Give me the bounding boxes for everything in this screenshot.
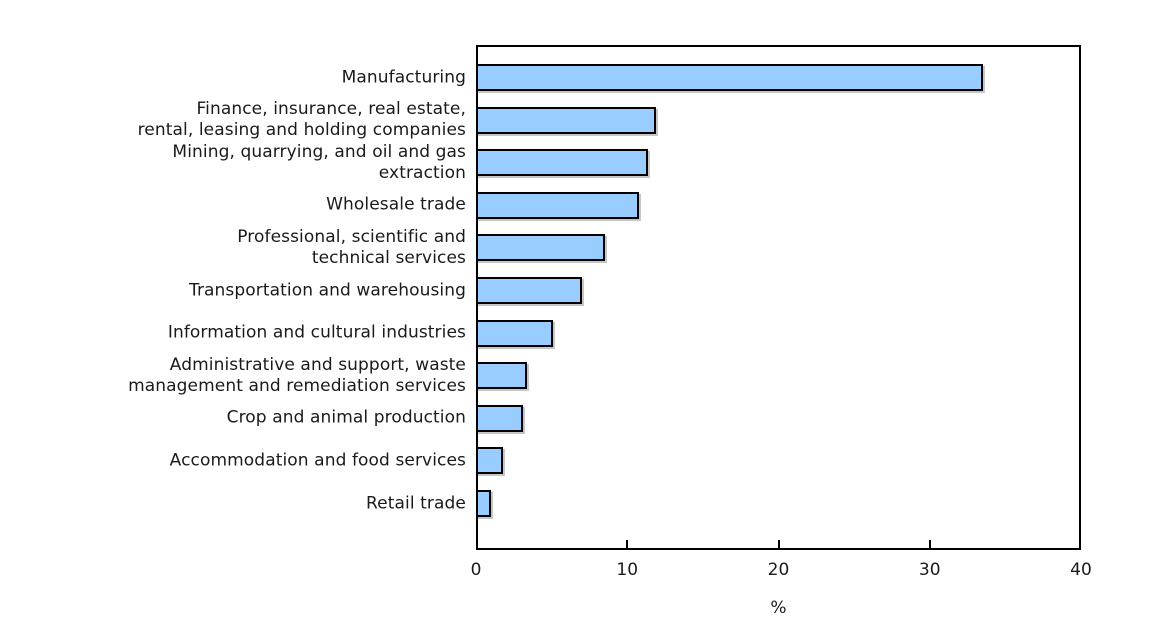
category-label: Finance, insurance, real estate, rental,…: [137, 99, 466, 141]
bar: [476, 404, 523, 432]
bar: [476, 362, 528, 390]
category-label: Transportation and warehousing: [188, 280, 466, 300]
x-axis-label: %: [770, 598, 787, 618]
category-label: Retail trade: [366, 493, 466, 513]
bar: [476, 234, 605, 262]
bar: [476, 447, 504, 475]
bar: [476, 191, 640, 219]
x-axis-tick-label: 0: [470, 560, 482, 580]
x-axis-tick: [777, 540, 780, 548]
x-axis-tick-label: 40: [1070, 560, 1092, 580]
x-axis-tick-label: 30: [918, 560, 941, 580]
bar: [476, 319, 554, 347]
category-label: Professional, scientific and technical s…: [237, 226, 466, 268]
x-axis-tick: [626, 540, 629, 548]
x-axis-tick-label: 10: [616, 560, 639, 580]
x-axis-tick: [928, 540, 931, 548]
bar: [476, 106, 656, 134]
category-label: Crop and animal production: [226, 407, 466, 428]
category-label: Information and cultural industries: [167, 322, 466, 343]
category-label: Accommodation and food services: [169, 450, 466, 471]
category-label: Wholesale trade: [326, 194, 466, 215]
bar: [476, 490, 492, 517]
bar: [476, 277, 582, 304]
x-axis-tick-label: 20: [767, 560, 790, 580]
bar: [476, 149, 649, 177]
category-label: Mining, quarrying, and oil and gas extra…: [172, 141, 466, 183]
category-label: Manufacturing: [341, 67, 466, 87]
category-label: Administrative and support, waste manage…: [128, 354, 466, 396]
bar: [476, 64, 983, 91]
